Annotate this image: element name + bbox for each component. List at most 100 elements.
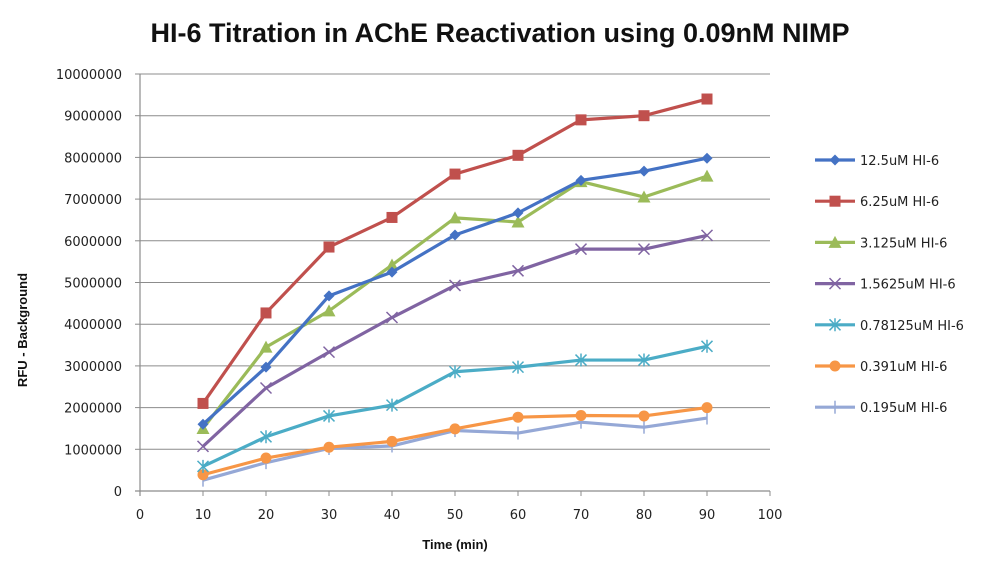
series-0-391um-hi-6 bbox=[197, 402, 713, 481]
chart-title: HI-6 Titration in AChE Reactivation usin… bbox=[150, 18, 849, 48]
x-tick-label: 20 bbox=[258, 508, 275, 523]
x-tick-label: 100 bbox=[758, 508, 783, 523]
data-point bbox=[638, 110, 650, 122]
y-tick-label: 10000000 bbox=[56, 68, 122, 83]
data-point bbox=[701, 152, 713, 164]
y-tick-label: 3000000 bbox=[64, 360, 122, 375]
data-point bbox=[197, 397, 209, 409]
x-tick-label: 90 bbox=[699, 508, 716, 523]
data-point bbox=[638, 165, 650, 177]
x-tick-label: 80 bbox=[636, 508, 653, 523]
data-point bbox=[575, 114, 587, 126]
legend-item: 0.78125uM HI-6 bbox=[815, 318, 964, 334]
data-point bbox=[638, 410, 650, 422]
y-tick-label: 6000000 bbox=[64, 235, 122, 250]
legend-item: 12.5uM HI-6 bbox=[815, 154, 939, 169]
x-tick-label: 60 bbox=[510, 508, 527, 523]
data-point bbox=[448, 279, 462, 292]
data-point bbox=[700, 339, 714, 353]
legend-item: 6.25uM HI-6 bbox=[815, 195, 939, 210]
series-line bbox=[202, 344, 708, 468]
y-axis-title: RFU - Background bbox=[15, 273, 30, 387]
legend-label: 1.5625uM HI-6 bbox=[860, 278, 956, 293]
data-point bbox=[574, 243, 588, 256]
data-point bbox=[196, 440, 210, 453]
legend-item: 3.125uM HI-6 bbox=[815, 235, 947, 251]
y-tick-label: 8000000 bbox=[64, 151, 122, 166]
data-point bbox=[637, 353, 651, 367]
y-tick-label: 0 bbox=[114, 485, 122, 500]
data-point bbox=[448, 211, 462, 224]
legend-label: 3.125uM HI-6 bbox=[860, 236, 947, 251]
x-tick-label: 30 bbox=[321, 508, 338, 523]
data-point bbox=[323, 241, 335, 253]
data-point bbox=[448, 365, 462, 379]
x-tick-label: 50 bbox=[447, 508, 464, 523]
data-point bbox=[259, 381, 273, 395]
legend-item: 1.5625uM HI-6 bbox=[815, 277, 956, 293]
x-axis-ticks: 0 10 20 30 40 50 60 70 80 90 100 bbox=[136, 491, 783, 523]
data-point bbox=[511, 264, 525, 277]
data-point bbox=[322, 304, 336, 317]
data-point bbox=[449, 229, 461, 241]
legend-marker bbox=[829, 195, 841, 207]
data-point bbox=[701, 93, 713, 105]
legend: 12.5uM HI-6 6.25uM HI-6 3.125uM HI-6 1.5625… bbox=[815, 154, 964, 416]
legend-item: 0.391uM HI-6 bbox=[815, 360, 947, 375]
data-point bbox=[512, 207, 524, 219]
data-point bbox=[386, 435, 398, 447]
data-point bbox=[511, 215, 525, 228]
x-tick-label: 40 bbox=[384, 508, 401, 523]
data-point bbox=[259, 340, 273, 353]
legend-marker bbox=[829, 360, 841, 372]
data-point bbox=[385, 258, 399, 271]
data-point bbox=[700, 229, 714, 242]
data-point bbox=[386, 266, 398, 278]
data-point bbox=[449, 423, 461, 435]
data-point bbox=[386, 211, 398, 223]
series-0-78125um-hi-6 bbox=[196, 339, 714, 473]
y-tick-label: 4000000 bbox=[64, 318, 122, 333]
legend-label: 6.25uM HI-6 bbox=[860, 195, 939, 210]
data-point bbox=[385, 398, 399, 412]
series-12-5um-hi-6 bbox=[197, 152, 713, 430]
data-point bbox=[574, 353, 588, 367]
data-point bbox=[449, 168, 461, 180]
y-axis-ticks: 0 1000000 2000000 3000000 4000000 5000000 6000… bbox=[56, 68, 140, 500]
data-point bbox=[197, 469, 209, 481]
data-point bbox=[260, 307, 272, 319]
data-point bbox=[700, 169, 714, 182]
legend-label: 0.78125uM HI-6 bbox=[860, 319, 964, 334]
x-tick-label: 0 bbox=[136, 508, 144, 523]
legend-label: 0.391uM HI-6 bbox=[860, 360, 947, 375]
series-line bbox=[201, 156, 708, 426]
y-tick-label: 9000000 bbox=[64, 110, 122, 125]
data-point bbox=[512, 411, 524, 423]
data-point bbox=[323, 441, 335, 453]
x-tick-label: 70 bbox=[573, 508, 590, 523]
legend-marker bbox=[828, 318, 842, 332]
y-tick-label: 1000000 bbox=[64, 443, 122, 458]
series-6-25um-hi-6 bbox=[197, 93, 713, 409]
data-point bbox=[197, 418, 209, 430]
axes bbox=[135, 74, 770, 496]
data-point bbox=[701, 402, 713, 414]
data-point bbox=[575, 174, 587, 186]
series-line bbox=[201, 97, 708, 405]
data-point bbox=[196, 459, 210, 473]
data-point bbox=[322, 346, 336, 359]
gridlines bbox=[140, 73, 770, 450]
data-point bbox=[260, 452, 272, 464]
data-point bbox=[637, 190, 651, 203]
legend-label: 12.5uM HI-6 bbox=[860, 154, 939, 169]
legend-item: 0.195uM HI-6 bbox=[815, 400, 947, 416]
data-point bbox=[637, 243, 651, 256]
x-tick-label: 10 bbox=[195, 508, 212, 523]
legend-label: 0.195uM HI-6 bbox=[860, 401, 947, 416]
data-point bbox=[259, 430, 273, 444]
legend-marker bbox=[829, 154, 841, 166]
y-tick-label: 5000000 bbox=[64, 277, 122, 292]
series-1-5625um-hi-6 bbox=[196, 229, 714, 453]
x-axis-title: Time (min) bbox=[422, 537, 488, 552]
